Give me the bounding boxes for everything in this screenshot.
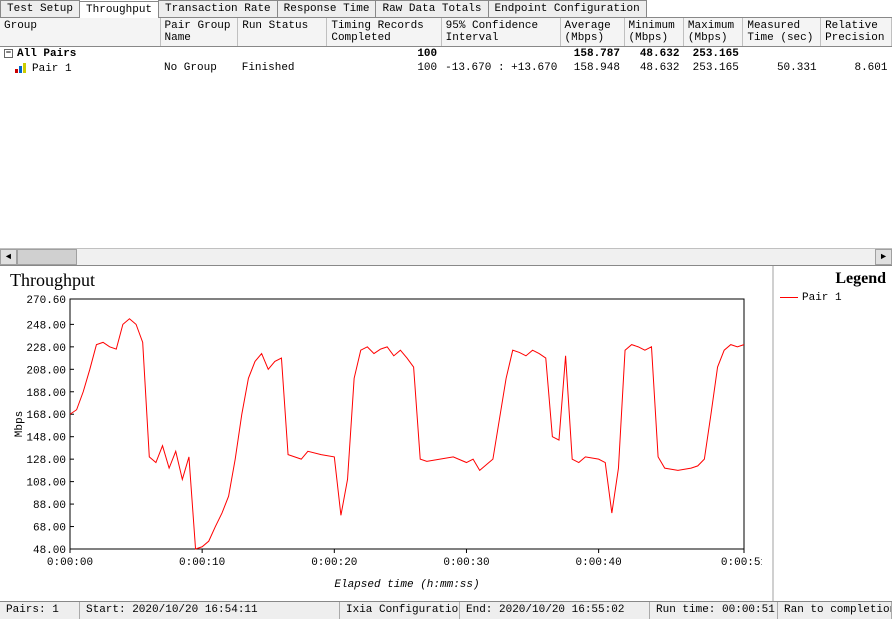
horizontal-scrollbar[interactable]: ◄ ► xyxy=(0,248,892,265)
status-bar: Pairs: 1 Start: 2020/10/20 16:54:11 Ixia… xyxy=(0,601,892,619)
throughput-chart: 48.00 68.00 88.00 108.00 128.00 148.00 168.00 1… xyxy=(10,291,762,591)
summary-row[interactable]: −All Pairs100158.78748.632253.165 xyxy=(0,47,892,62)
svg-text:168.00: 168.00 xyxy=(26,410,66,422)
summary-label: All Pairs xyxy=(17,48,76,60)
column-header[interactable]: Average(Mbps) xyxy=(560,18,624,47)
tab-raw-data-totals[interactable]: Raw Data Totals xyxy=(375,0,488,17)
scroll-thumb[interactable] xyxy=(17,249,77,265)
status-pairs: Pairs: 1 xyxy=(0,602,80,619)
column-header[interactable]: Run Status xyxy=(238,18,327,47)
svg-text:0:00:51: 0:00:51 xyxy=(721,557,762,569)
column-header[interactable]: Maximum(Mbps) xyxy=(683,18,742,47)
svg-text:0:00:00: 0:00:00 xyxy=(47,557,93,569)
legend-label: Pair 1 xyxy=(802,292,842,304)
svg-text:148.00: 148.00 xyxy=(26,433,66,445)
svg-text:228.00: 228.00 xyxy=(26,343,66,355)
svg-text:0:00:40: 0:00:40 xyxy=(576,557,622,569)
chart-icon xyxy=(14,62,28,74)
svg-text:128.00: 128.00 xyxy=(26,455,66,467)
svg-text:188.00: 188.00 xyxy=(26,388,66,400)
column-header[interactable]: Pair GroupName xyxy=(160,18,238,47)
status-end: End: 2020/10/20 16:55:02 xyxy=(460,602,650,619)
column-header[interactable]: 95% ConfidenceInterval xyxy=(441,18,560,47)
legend-swatch xyxy=(780,297,798,298)
tab-transaction-rate[interactable]: Transaction Rate xyxy=(158,0,278,17)
tab-bar: Test SetupThroughputTransaction RateResp… xyxy=(0,0,892,18)
svg-text:Elapsed time (h:mm:ss): Elapsed time (h:mm:ss) xyxy=(334,579,479,591)
tab-test-setup[interactable]: Test Setup xyxy=(0,0,80,17)
svg-text:48.00: 48.00 xyxy=(33,545,66,557)
chart-pane: Throughput 48.00 68.00 88.00 108.00 128.00 14… xyxy=(0,266,774,601)
column-header[interactable]: MeasuredTime (sec) xyxy=(743,18,821,47)
legend-item: Pair 1 xyxy=(780,292,886,304)
results-grid: GroupPair GroupNameRun StatusTiming Reco… xyxy=(0,18,892,76)
status-ran: Ran to completion xyxy=(778,602,892,619)
scroll-left-arrow[interactable]: ◄ xyxy=(0,249,17,265)
tab-response-time[interactable]: Response Time xyxy=(277,0,377,17)
svg-text:0:00:20: 0:00:20 xyxy=(311,557,357,569)
legend-pane: Legend Pair 1 xyxy=(774,266,892,601)
column-header[interactable]: RelativePrecision xyxy=(821,18,892,47)
svg-text:208.00: 208.00 xyxy=(26,365,66,377)
column-header[interactable]: Group xyxy=(0,18,160,47)
chart-title: Throughput xyxy=(10,270,766,291)
svg-text:68.00: 68.00 xyxy=(33,523,66,535)
svg-text:248.00: 248.00 xyxy=(26,320,66,332)
status-start: Start: 2020/10/20 16:54:11 xyxy=(80,602,340,619)
svg-text:88.00: 88.00 xyxy=(33,500,66,512)
svg-text:0:00:30: 0:00:30 xyxy=(443,557,489,569)
collapse-icon[interactable]: − xyxy=(4,49,13,58)
svg-text:0:00:10: 0:00:10 xyxy=(179,557,225,569)
lower-pane: Throughput 48.00 68.00 88.00 108.00 128.00 14… xyxy=(0,266,892,601)
svg-text:108.00: 108.00 xyxy=(26,478,66,490)
status-config: Ixia Configuratio xyxy=(340,602,460,619)
table-row[interactable]: Pair 1No GroupFinished100-13.670 : +13.6… xyxy=(0,61,892,76)
legend-title: Legend xyxy=(780,270,886,288)
tab-throughput[interactable]: Throughput xyxy=(79,1,159,18)
column-header[interactable]: Minimum(Mbps) xyxy=(624,18,683,47)
results-grid-container: GroupPair GroupNameRun StatusTiming Reco… xyxy=(0,18,892,266)
column-header[interactable]: Timing RecordsCompleted xyxy=(327,18,441,47)
svg-text:Mbps: Mbps xyxy=(14,411,26,437)
scroll-right-arrow[interactable]: ► xyxy=(875,249,892,265)
tab-endpoint-configuration[interactable]: Endpoint Configuration xyxy=(488,0,647,17)
svg-text:270.60: 270.60 xyxy=(26,295,66,307)
status-runtime: Run time: 00:00:51 xyxy=(650,602,778,619)
